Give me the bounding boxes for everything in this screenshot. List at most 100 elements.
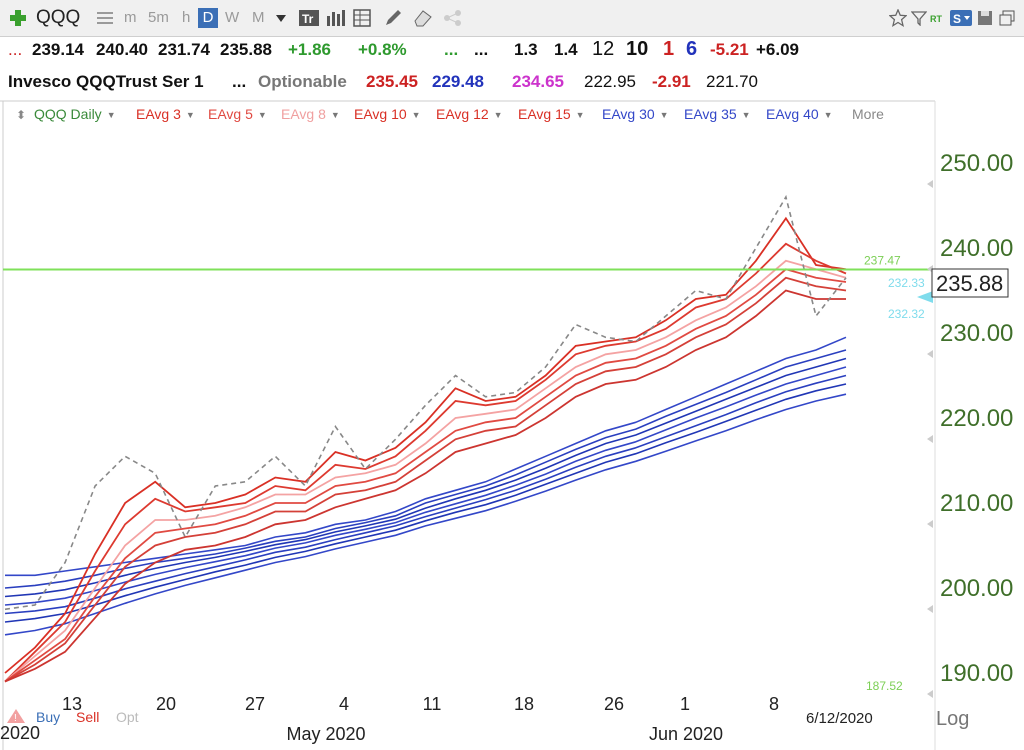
- legend-item-5[interactable]: EAvg 12 ▼: [436, 106, 503, 122]
- quote-v1: 1.3: [514, 40, 538, 59]
- legend-more-button[interactable]: More: [852, 106, 884, 122]
- legend-item-8[interactable]: EAvg 35 ▼: [684, 106, 751, 122]
- quote-dots: ...: [8, 40, 23, 59]
- toolbar: QQQ m 5m h D W M Tr RT S: [0, 0, 1024, 37]
- chevron-down-icon[interactable]: [274, 8, 288, 28]
- series-line-7: [5, 336, 847, 577]
- legend-item-label: EAvg 8: [281, 106, 326, 122]
- x-tick-label: 13: [62, 694, 82, 714]
- overlay-layer: 237.47 232.33 232.32 187.52: [3, 254, 935, 693]
- y-tick-label: 230.00: [940, 320, 1013, 347]
- interval-m-month[interactable]: M: [252, 9, 265, 26]
- quote-v7: -5.21: [710, 40, 749, 59]
- interval-d[interactable]: D: [198, 8, 218, 28]
- quote-change: +1.86: [288, 40, 332, 59]
- chevron-down-icon[interactable]: ▼: [106, 110, 116, 120]
- series-line-3: [4, 259, 847, 683]
- chevron-down-icon[interactable]: ▼: [257, 110, 267, 120]
- chevron-down-icon[interactable]: ▼: [185, 110, 195, 120]
- series-line-1: [4, 216, 847, 674]
- alert-icon[interactable]: !: [6, 708, 26, 724]
- y-axis: 250.00 240.00 230.00 220.00 210.00 200.00 190.…: [927, 150, 1013, 698]
- optionable-label: Optionable: [258, 72, 347, 91]
- restore-icon[interactable]: [998, 8, 1016, 28]
- legend-item-label: QQQ Daily: [34, 106, 102, 122]
- chevron-down-icon[interactable]: ▼: [741, 110, 751, 120]
- chevron-down-icon[interactable]: ▼: [493, 110, 503, 120]
- pencil-icon[interactable]: [382, 8, 404, 28]
- y-tick-label: 250.00: [940, 150, 1013, 177]
- series-line-13: [4, 393, 847, 636]
- legend-item-6[interactable]: EAvg 15 ▼: [518, 106, 585, 122]
- interval-h[interactable]: h: [182, 9, 191, 26]
- sell-link[interactable]: Sell: [76, 709, 100, 725]
- grid-icon[interactable]: [96, 8, 114, 28]
- year-label: 2020: [0, 723, 41, 743]
- interval-w[interactable]: W: [225, 9, 240, 26]
- x-month-label: May 2020: [286, 724, 365, 744]
- x-tick-label: 8: [769, 694, 779, 714]
- quote-v6: 6: [686, 38, 698, 60]
- eraser-icon[interactable]: [412, 8, 434, 28]
- legend-item-2[interactable]: EAvg 5 ▼: [208, 106, 267, 122]
- series-line-12: [4, 383, 847, 623]
- x-tick-label: 18: [514, 694, 534, 714]
- interval-5m[interactable]: 5m: [148, 9, 169, 26]
- stock-scan-icon[interactable]: S: [950, 8, 972, 28]
- x-tick-label: 11: [423, 694, 442, 714]
- legend-item-label: EAvg 35: [684, 106, 737, 122]
- bar-chart-icon[interactable]: [325, 8, 347, 28]
- chevron-down-icon[interactable]: ▼: [575, 110, 585, 120]
- legend-item-label: EAvg 5: [208, 106, 253, 122]
- quote-p4: 222.95: [584, 72, 636, 91]
- y-tick-marker: [927, 435, 933, 443]
- legend-item-0[interactable]: QQQ Daily ▼: [34, 106, 116, 122]
- share-icon[interactable]: [442, 8, 464, 28]
- last-price-label: 235.88: [936, 271, 1003, 296]
- chevron-down-icon[interactable]: ▼: [823, 110, 833, 120]
- y-tick-marker: [927, 690, 933, 698]
- svg-text:Tr: Tr: [302, 12, 314, 26]
- series-layer: [4, 194, 847, 683]
- rt-icon[interactable]: RT: [930, 8, 946, 28]
- legend-handle-icon[interactable]: ⬍: [16, 108, 27, 122]
- y-tick-label: 190.00: [940, 660, 1013, 687]
- table-icon[interactable]: [352, 8, 374, 28]
- quote-dots-green: ...: [444, 40, 459, 59]
- legend-item-1[interactable]: EAvg 3 ▼: [136, 106, 195, 122]
- quote-open: 239.14: [32, 40, 84, 59]
- opt-link[interactable]: Opt: [116, 709, 139, 725]
- svg-text:!: !: [14, 713, 17, 724]
- legend-item-label: EAvg 3: [136, 106, 181, 122]
- legend-item-7[interactable]: EAvg 30 ▼: [602, 106, 669, 122]
- y-tick-marker: [927, 350, 933, 358]
- text-tool-icon[interactable]: Tr: [298, 8, 320, 28]
- legend-item-label: EAvg 12: [436, 106, 489, 122]
- x-month-label: Jun 2020: [649, 724, 723, 744]
- buy-link[interactable]: Buy: [36, 709, 61, 725]
- add-symbol-button[interactable]: [6, 8, 30, 28]
- legend-item-9[interactable]: EAvg 40 ▼: [766, 106, 833, 122]
- quote-v8: +6.09: [756, 40, 800, 59]
- legend-item-label: EAvg 15: [518, 106, 571, 122]
- save-icon[interactable]: [976, 8, 994, 28]
- legend-item-label: EAvg 40: [766, 106, 819, 122]
- symbol-label[interactable]: QQQ: [36, 7, 81, 28]
- series-line-10: [4, 366, 847, 606]
- chevron-down-icon[interactable]: ▼: [330, 110, 340, 120]
- series-line-6: [4, 289, 846, 683]
- interval-m[interactable]: m: [124, 9, 137, 26]
- series-line-11: [4, 374, 847, 615]
- chevron-down-icon[interactable]: ▼: [659, 110, 669, 120]
- star-icon[interactable]: [888, 8, 908, 28]
- quote-v5: 1: [663, 38, 675, 60]
- y-tick-label: 210.00: [940, 490, 1013, 517]
- legend-item-4[interactable]: EAvg 10 ▼: [354, 106, 421, 122]
- quote-dots-2: ...: [232, 72, 247, 91]
- chevron-down-icon[interactable]: ▼: [411, 110, 421, 120]
- current-date-label: 6/12/2020: [806, 710, 873, 727]
- log-scale-toggle[interactable]: Log: [936, 708, 970, 730]
- filter-icon[interactable]: [910, 8, 928, 28]
- legend-item-3[interactable]: EAvg 8 ▼: [281, 106, 340, 122]
